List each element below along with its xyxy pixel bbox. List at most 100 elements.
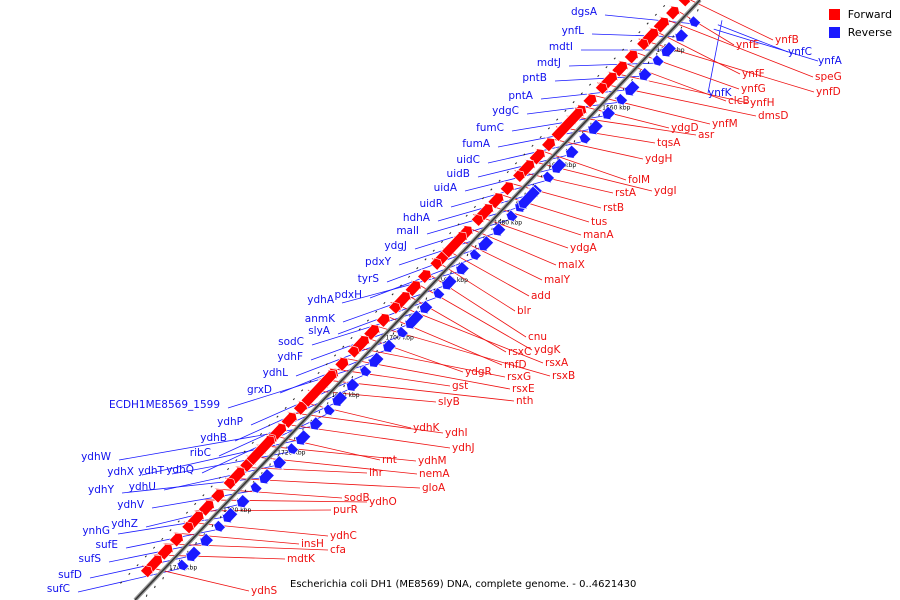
forward-gene-label: ydgK — [534, 344, 562, 356]
gene-leader-line — [349, 345, 506, 378]
gene-leader-line — [535, 148, 627, 181]
forward-gene-label: ydhJ — [452, 442, 475, 454]
gene-leader-line — [483, 203, 582, 236]
forward-gene-label: ydgI — [654, 185, 677, 197]
forward-swatch — [828, 9, 840, 20]
reverse-gene-label: uidA — [434, 182, 458, 194]
reverse-gene-feature — [674, 28, 689, 43]
forward-gene-label: ydhO — [369, 496, 397, 508]
forward-gene-label: rsxE — [512, 383, 535, 395]
reverse-gene-feature — [541, 170, 555, 184]
forward-gene-label: gst — [452, 380, 468, 392]
gene-leader-line — [295, 334, 405, 377]
gene-leader-line — [473, 214, 569, 249]
reverse-gene-feature — [687, 15, 702, 29]
forward-gene-label: ynfF — [742, 68, 765, 80]
forward-gene-label: mdtK — [287, 553, 316, 565]
reverse-gene-label: uidB — [447, 168, 470, 180]
minor-tick — [195, 542, 197, 545]
forward-gene-label: ydgD — [671, 122, 699, 134]
minor-tick — [210, 485, 213, 488]
reverse-gene-feature — [517, 185, 541, 210]
forward-gene-label: sodB — [344, 492, 370, 504]
gene-leader-line — [576, 104, 670, 129]
reverse-gene-feature — [249, 481, 263, 494]
reverse-swatch — [828, 27, 840, 38]
reverse-gene-feature — [235, 494, 251, 509]
minor-tick — [259, 433, 263, 436]
minor-tick — [613, 57, 616, 60]
legend-forward: Forward — [828, 8, 892, 21]
reverse-gene-label: pdxH — [335, 289, 362, 301]
reverse-gene-label: pdxY — [365, 256, 392, 268]
gene-leader-line — [713, 28, 819, 62]
reverse-gene-feature — [601, 105, 616, 121]
forward-gene-label: lhr — [369, 467, 384, 479]
forward-gene-label: purR — [333, 504, 358, 516]
reverse-gene-label: mdtJ — [537, 57, 561, 69]
reverse-gene-label: sufE — [96, 539, 118, 551]
reverse-gene-label: ynhG — [82, 525, 110, 537]
reverse-gene-label: ydhT — [138, 465, 165, 477]
reverse-gene-feature — [212, 519, 226, 533]
forward-gene-label: insH — [301, 538, 324, 550]
reverse-gene-label: ydhX — [107, 466, 134, 478]
reverse-gene-feature — [285, 442, 300, 456]
minor-tick — [358, 328, 361, 331]
gene-leader-line — [462, 225, 557, 266]
reverse-gene-label: sufS — [79, 553, 102, 565]
reverse-gene-label: grxD — [247, 384, 272, 396]
forward-gene-label: gloA — [422, 482, 446, 494]
forward-gene-label: slyB — [438, 396, 460, 408]
reverse-gene-feature — [455, 261, 470, 276]
forward-gene-label: ydhM — [418, 455, 447, 467]
forward-gene-feature — [441, 231, 468, 259]
gene-leader-line — [411, 280, 533, 351]
minor-tick — [392, 332, 395, 335]
forward-gene-label: ynfH — [750, 97, 774, 109]
reverse-gene-label: ydhZ — [111, 518, 138, 530]
minor-tick — [202, 494, 205, 497]
minor-tick — [292, 398, 295, 401]
forward-gene-feature — [470, 213, 485, 227]
forward-gene-label: ydhC — [330, 530, 357, 542]
forward-gene-feature — [594, 81, 609, 96]
minor-tick — [376, 349, 378, 353]
minor-tick — [235, 459, 238, 462]
reverse-gene-label: ydhU — [129, 481, 156, 493]
forward-gene-label: rstB — [603, 202, 624, 214]
reverse-gene-feature — [432, 287, 446, 300]
minor-tick — [219, 515, 222, 519]
minor-tick — [474, 244, 477, 248]
forward-gene-label: asr — [698, 129, 715, 141]
reverse-gene-label: ydhY — [88, 484, 115, 496]
forward-gene-label: blr — [517, 305, 532, 317]
forward-gene-feature — [665, 5, 681, 21]
minor-tick — [498, 179, 501, 182]
minor-tick — [432, 249, 435, 252]
forward-gene-label: rsxC — [508, 346, 531, 358]
minor-tick — [647, 61, 650, 64]
minor-tick — [243, 450, 246, 453]
reverse-gene-feature — [185, 545, 202, 563]
minor-tick — [490, 188, 493, 191]
forward-gene-feature — [210, 488, 226, 504]
minor-tick — [539, 136, 542, 139]
forward-gene-label: nemA — [419, 468, 450, 480]
reverse-gene-feature — [477, 235, 495, 252]
gene-leader-line — [511, 114, 612, 132]
forward-gene-label: ydgH — [645, 153, 672, 165]
forward-gene-feature — [541, 137, 557, 153]
reverse-gene-label: ydhW — [81, 451, 112, 463]
forward-gene-feature — [375, 312, 391, 328]
minor-tick — [227, 467, 230, 471]
forward-gene-feature — [140, 564, 154, 579]
minor-tick — [621, 48, 625, 51]
reverse-gene-feature — [308, 416, 324, 431]
forward-gene-label: tus — [591, 216, 607, 228]
gene-leader-line — [555, 126, 656, 144]
gene-leader-line — [442, 247, 530, 297]
reverse-gene-feature — [395, 325, 409, 339]
reverse-gene-feature — [294, 429, 312, 446]
gene-leader-line — [142, 565, 250, 592]
